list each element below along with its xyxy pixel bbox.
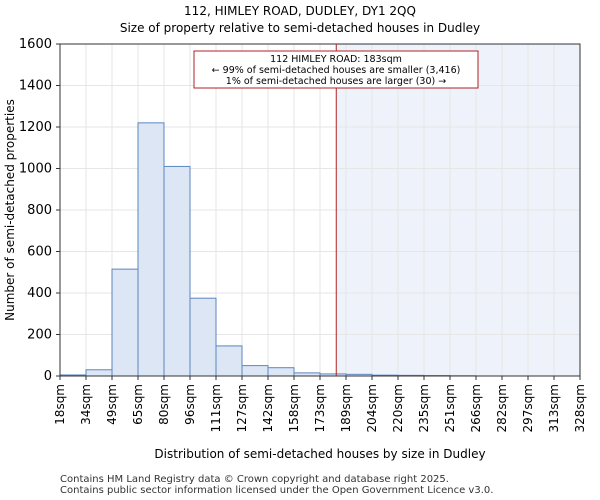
x-tick-label: 34sqm xyxy=(79,384,93,425)
x-axis-label: Distribution of semi-detached houses by … xyxy=(154,447,485,461)
x-tick-label: 80sqm xyxy=(157,384,171,425)
x-tick-label: 173sqm xyxy=(313,384,327,432)
x-tick-label: 251sqm xyxy=(443,384,457,432)
histogram-bar xyxy=(163,165,191,377)
histogram-bar xyxy=(241,365,269,377)
x-tick-label: 65sqm xyxy=(131,384,145,425)
y-tick-label: 0 xyxy=(44,369,52,384)
y-axis-label: Number of semi-detached properties xyxy=(3,99,17,321)
annotation-text-line: 112 HIMLEY ROAD: 183sqm xyxy=(270,54,402,65)
annotation-text-line: 1% of semi-detached houses are larger (3… xyxy=(226,76,446,87)
annotation-text-line: ← 99% of semi-detached houses are smalle… xyxy=(212,65,461,76)
x-tick-label: 49sqm xyxy=(105,384,119,425)
histogram-bar xyxy=(85,369,113,377)
x-tick-label: 189sqm xyxy=(339,384,353,432)
footer-attribution-1: Contains HM Land Registry data © Crown c… xyxy=(60,474,449,485)
y-tick-label: 600 xyxy=(27,245,52,260)
y-tick-label: 400 xyxy=(27,286,52,301)
x-tick-label: 282sqm xyxy=(495,384,509,432)
footer-attribution-2: Contains public sector information licen… xyxy=(60,485,494,496)
histogram-bar xyxy=(215,345,243,377)
x-tick-label: 96sqm xyxy=(183,384,197,425)
histogram-bar xyxy=(189,297,217,377)
x-tick-label: 111sqm xyxy=(209,384,223,432)
annotation-box xyxy=(193,50,479,89)
x-tick-label: 18sqm xyxy=(53,384,67,425)
chart-title: 112, HIMLEY ROAD, DUDLEY, DY1 2QQ xyxy=(184,4,416,18)
y-tick-label: 1000 xyxy=(19,162,52,177)
y-tick-label: 1600 xyxy=(19,37,52,52)
y-tick-label: 1400 xyxy=(19,79,52,94)
x-tick-label: 142sqm xyxy=(261,384,275,432)
y-tick-label: 200 xyxy=(27,328,52,343)
chart-subtitle: Size of property relative to semi-detach… xyxy=(119,21,481,35)
x-tick-label: 313sqm xyxy=(547,384,561,432)
histogram-bar xyxy=(111,268,139,377)
histogram-bar xyxy=(267,367,295,377)
x-tick-label: 158sqm xyxy=(287,384,301,432)
x-tick-label: 220sqm xyxy=(391,384,405,432)
x-tick-label: 127sqm xyxy=(235,384,249,432)
x-tick-label: 266sqm xyxy=(469,384,483,432)
x-tick-label: 204sqm xyxy=(365,384,379,432)
x-tick-label: 235sqm xyxy=(417,384,431,432)
histogram-bar xyxy=(137,122,165,377)
x-tick-label: 297sqm xyxy=(521,384,535,432)
y-tick-label: 1200 xyxy=(19,120,52,135)
y-tick-label: 800 xyxy=(27,203,52,218)
x-tick-label: 328sqm xyxy=(573,384,587,432)
